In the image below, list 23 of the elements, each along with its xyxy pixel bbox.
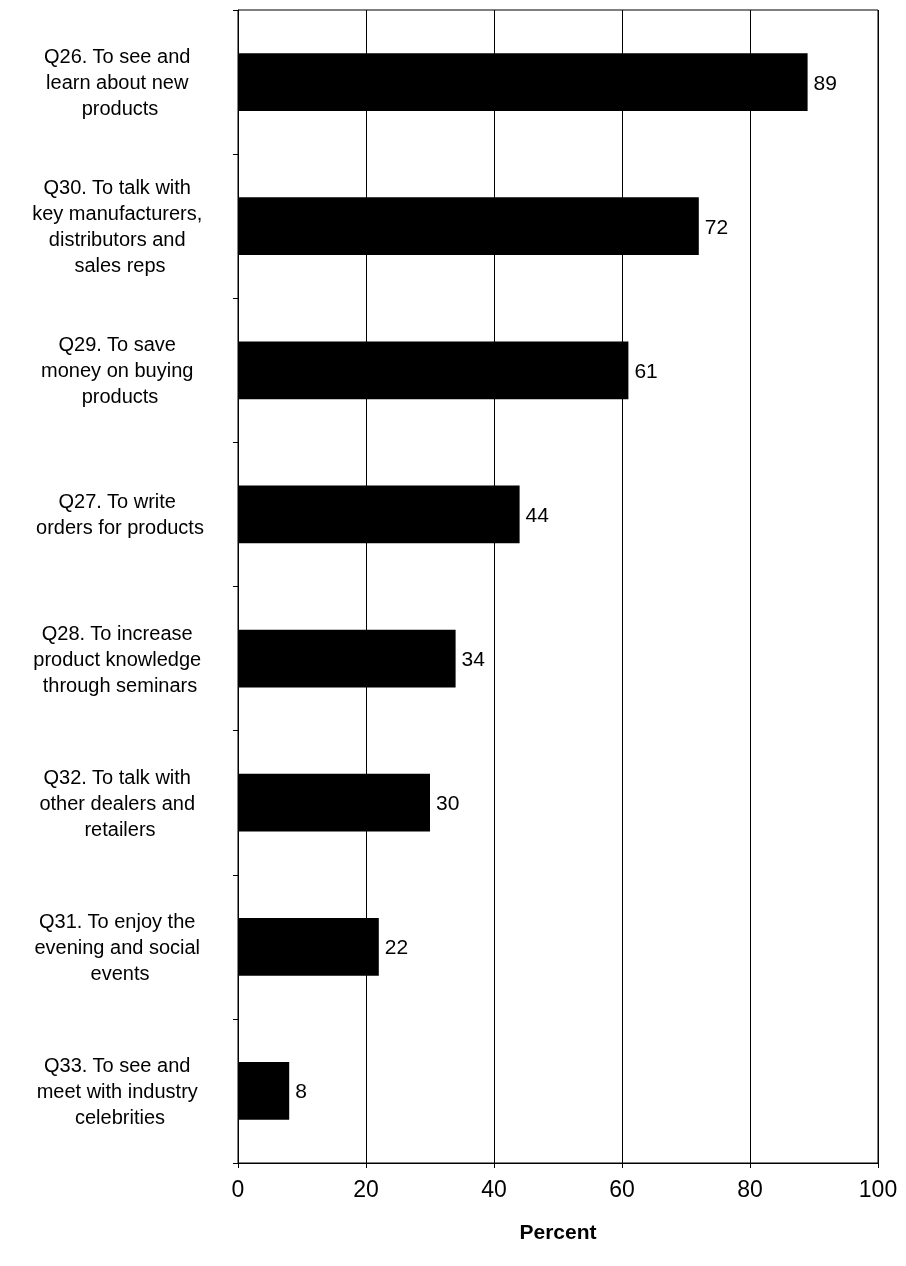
y-tick-label: Q28. To increase product knowledge through seminars — [33, 621, 207, 696]
data-label: 72 — [704, 214, 729, 238]
x-tick-label: 100 — [858, 1175, 898, 1202]
data-label: 22 — [384, 935, 409, 959]
y-tick-label: Q29. To save money on buying products — [41, 333, 199, 408]
y-tick-label: Q33. To see and meet with industry celebrities — [36, 1053, 204, 1128]
x-tick-label: 0 — [231, 1175, 245, 1202]
data-label: 44 — [525, 502, 550, 526]
x-tick-label: 20 — [353, 1175, 379, 1202]
data-label: 61 — [634, 358, 658, 382]
data-label: 30 — [436, 791, 460, 815]
y-tick-label: Q27. To write orders for products — [36, 490, 204, 539]
y-tick-label: Q30. To talk with key manufacturers, distributors and sales reps — [32, 176, 208, 277]
y-tick-label: Q32. To talk with other dealers and retailers — [39, 765, 201, 840]
x-tick-label: 60 — [609, 1175, 635, 1202]
x-tick-label: 40 — [481, 1175, 507, 1202]
y-tick-label: Q26. To see and learn about new products — [44, 45, 196, 120]
data-label: 89 — [813, 70, 837, 94]
x-axis-title: Percent — [519, 1220, 597, 1243]
data-label: 8 — [295, 1079, 307, 1103]
x-tick-label: 80 — [737, 1175, 763, 1202]
data-label: 34 — [461, 647, 486, 671]
y-tick-label: Q31. To enjoy the evening and social events — [34, 909, 206, 984]
